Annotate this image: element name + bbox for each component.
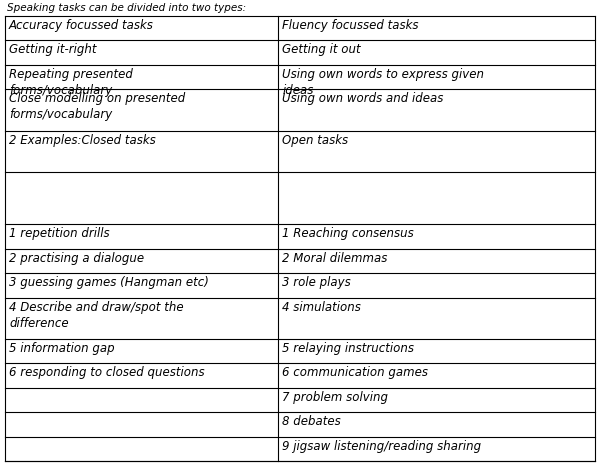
Text: 8 debates: 8 debates <box>282 415 341 428</box>
Text: Using own words and ideas: Using own words and ideas <box>282 92 443 105</box>
Text: 7 problem solving: 7 problem solving <box>282 391 388 404</box>
Text: 5 information gap: 5 information gap <box>9 342 115 355</box>
Text: 3 guessing games (Hangman etc): 3 guessing games (Hangman etc) <box>9 276 209 289</box>
Text: Using own words to express given
ideas: Using own words to express given ideas <box>282 68 484 97</box>
Text: 2 practising a dialogue: 2 practising a dialogue <box>9 252 144 265</box>
Text: 2 Examples:Closed tasks: 2 Examples:Closed tasks <box>9 133 156 146</box>
Text: 2 Moral dilemmas: 2 Moral dilemmas <box>282 252 388 265</box>
Text: 9 jigsaw listening/reading sharing: 9 jigsaw listening/reading sharing <box>282 439 481 453</box>
Text: 1 Reaching consensus: 1 Reaching consensus <box>282 227 414 240</box>
Text: Open tasks: Open tasks <box>282 133 348 146</box>
Text: 4 Describe and draw/spot the
difference: 4 Describe and draw/spot the difference <box>9 300 184 330</box>
Text: 6 responding to closed questions: 6 responding to closed questions <box>9 366 205 379</box>
Text: Repeating presented
forms/vocabulary: Repeating presented forms/vocabulary <box>9 68 133 97</box>
Text: 4 simulations: 4 simulations <box>282 300 361 313</box>
Text: Fluency focussed tasks: Fluency focussed tasks <box>282 19 419 32</box>
Text: 6 communication games: 6 communication games <box>282 366 428 379</box>
Text: Getting it-right: Getting it-right <box>9 44 97 56</box>
Text: Accuracy focussed tasks: Accuracy focussed tasks <box>9 19 154 32</box>
Text: 3 role plays: 3 role plays <box>282 276 351 289</box>
Text: 5 relaying instructions: 5 relaying instructions <box>282 342 414 355</box>
Text: Getting it out: Getting it out <box>282 44 361 56</box>
Text: 1 repetition drills: 1 repetition drills <box>9 227 110 240</box>
Text: Close modelling on presented
forms/vocabulary: Close modelling on presented forms/vocab… <box>9 92 185 121</box>
Text: Speaking tasks can be divided into two types:: Speaking tasks can be divided into two t… <box>7 3 246 13</box>
